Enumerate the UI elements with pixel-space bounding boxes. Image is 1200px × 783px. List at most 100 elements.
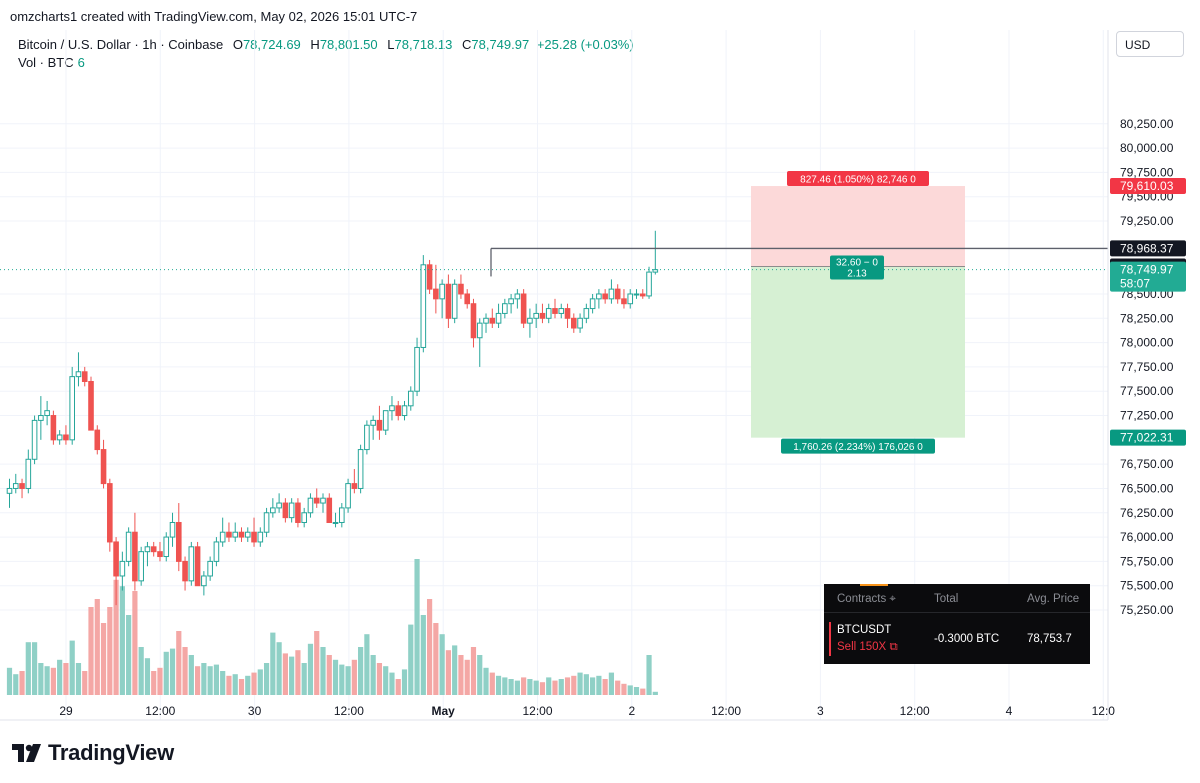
candle-body <box>621 298 627 305</box>
volume-bar <box>627 685 633 695</box>
candle-body <box>439 283 445 300</box>
candle-body <box>489 317 496 324</box>
candle-body <box>213 541 220 562</box>
y-tick-label: 75,250.00 <box>1120 603 1174 617</box>
total-header[interactable]: Total <box>934 593 959 605</box>
avg-price-header[interactable]: Avg. Price <box>1027 593 1080 605</box>
volume-label[interactable]: Vol · BTC <box>18 55 74 70</box>
position-zones <box>751 186 965 438</box>
volume-bar <box>63 663 69 695</box>
volume-legend: Vol · BTC 6 <box>18 55 85 70</box>
volume-bar <box>126 615 132 695</box>
candle-body <box>6 487 13 494</box>
volume-bar <box>426 599 433 695</box>
volume-bar <box>590 677 596 695</box>
x-tick-label: 12:0 <box>1092 704 1116 718</box>
candle-body <box>552 308 558 314</box>
open-label: O <box>232 37 243 52</box>
candle-body <box>182 560 188 582</box>
volume-bar <box>226 675 232 695</box>
volume-bar <box>314 631 320 695</box>
hline-price-label-bg <box>1110 240 1186 257</box>
candle-body <box>244 531 251 538</box>
volume-bar <box>502 677 508 695</box>
candle-body <box>602 293 608 300</box>
pin-icon[interactable]: ⌖ <box>889 593 896 605</box>
volume-bar <box>358 647 364 695</box>
candle-body <box>646 271 652 297</box>
candle-body <box>132 531 138 582</box>
y-tick-label: 76,750.00 <box>1120 457 1174 471</box>
volume-bar <box>207 666 213 695</box>
chart-overlays: 827.46 (1.050%) 82,746 0 1,760.26 (2.234%… <box>0 171 1108 454</box>
volume-bar <box>25 642 31 695</box>
y-tick-label: 76,250.00 <box>1120 506 1174 520</box>
candle-body <box>313 497 320 504</box>
volume-bar <box>251 672 257 695</box>
candle-body <box>276 502 282 509</box>
position-symbol[interactable]: BTCUSDT <box>837 624 892 636</box>
symbol-title[interactable]: Bitcoin / U.S. Dollar · 1h · Coinbase <box>18 37 224 52</box>
candle-body <box>238 531 245 538</box>
candle-body <box>351 483 358 489</box>
candle-body <box>125 531 132 562</box>
stop-label-bg <box>787 171 929 187</box>
tradingview-logo[interactable]: TradingView <box>12 740 174 766</box>
low-value: 78,718.13 <box>394 37 453 52</box>
x-tick-label: 12:00 <box>900 704 930 718</box>
volume-bar <box>383 666 389 695</box>
volume-bar <box>652 691 658 695</box>
candle-body <box>150 546 157 553</box>
volume-bar <box>119 586 125 695</box>
position-side[interactable]: Sell 150X ⧉ <box>837 641 898 653</box>
candle-body <box>577 317 583 329</box>
last-price-label-countdown: 58:07 <box>1120 277 1150 291</box>
open-value: 78,724.69 <box>242 37 301 52</box>
volume-bar <box>320 647 326 695</box>
volume-bar <box>326 655 332 695</box>
stop-zone <box>751 186 965 267</box>
volume-bar <box>633 687 640 695</box>
y-tick-label: 80,000.00 <box>1120 141 1174 155</box>
candle-body <box>395 405 402 417</box>
candle-body <box>426 264 433 290</box>
y-tick-label: 77,500.00 <box>1120 384 1174 398</box>
candle-body <box>270 507 276 514</box>
candle-body <box>31 419 38 460</box>
volume-bar <box>514 680 520 695</box>
volume-bar <box>527 679 533 695</box>
candle-body <box>94 429 101 451</box>
candle-body <box>545 308 552 319</box>
volume-bar <box>163 651 169 695</box>
volume-bar <box>577 672 583 695</box>
edit-icon[interactable]: ⧉ <box>889 641 898 653</box>
volume-bar <box>213 664 220 695</box>
target-label: 1,760.26 (2.234%) 176,026 0 <box>793 442 923 453</box>
candle-body <box>376 419 383 431</box>
y-tick-label: 77,250.00 <box>1120 409 1174 423</box>
currency-selector[interactable]: USD <box>1116 31 1184 57</box>
candle-body <box>226 531 232 538</box>
volume-bar <box>38 663 44 695</box>
candle-body <box>401 405 408 417</box>
target-zone <box>751 266 965 438</box>
candle-body <box>326 497 333 523</box>
candle-body <box>232 531 239 538</box>
volume-bar <box>470 647 477 695</box>
volume-bar <box>113 579 119 695</box>
candle-body <box>451 283 458 319</box>
volume-bar <box>94 599 100 695</box>
x-tick-label: 29 <box>59 704 73 718</box>
volume-bar <box>100 623 107 695</box>
contracts-header[interactable]: Contracts ⌖ <box>837 593 896 605</box>
side-indicator <box>829 622 831 656</box>
volume-bar <box>477 655 483 695</box>
volume-bar <box>339 664 345 695</box>
volume-bar <box>351 659 357 695</box>
volume-bar <box>263 663 270 695</box>
candle-body <box>301 512 307 523</box>
candle-body <box>119 560 126 577</box>
candle-body <box>81 371 88 382</box>
close-value: 78,749.97 <box>471 37 530 52</box>
